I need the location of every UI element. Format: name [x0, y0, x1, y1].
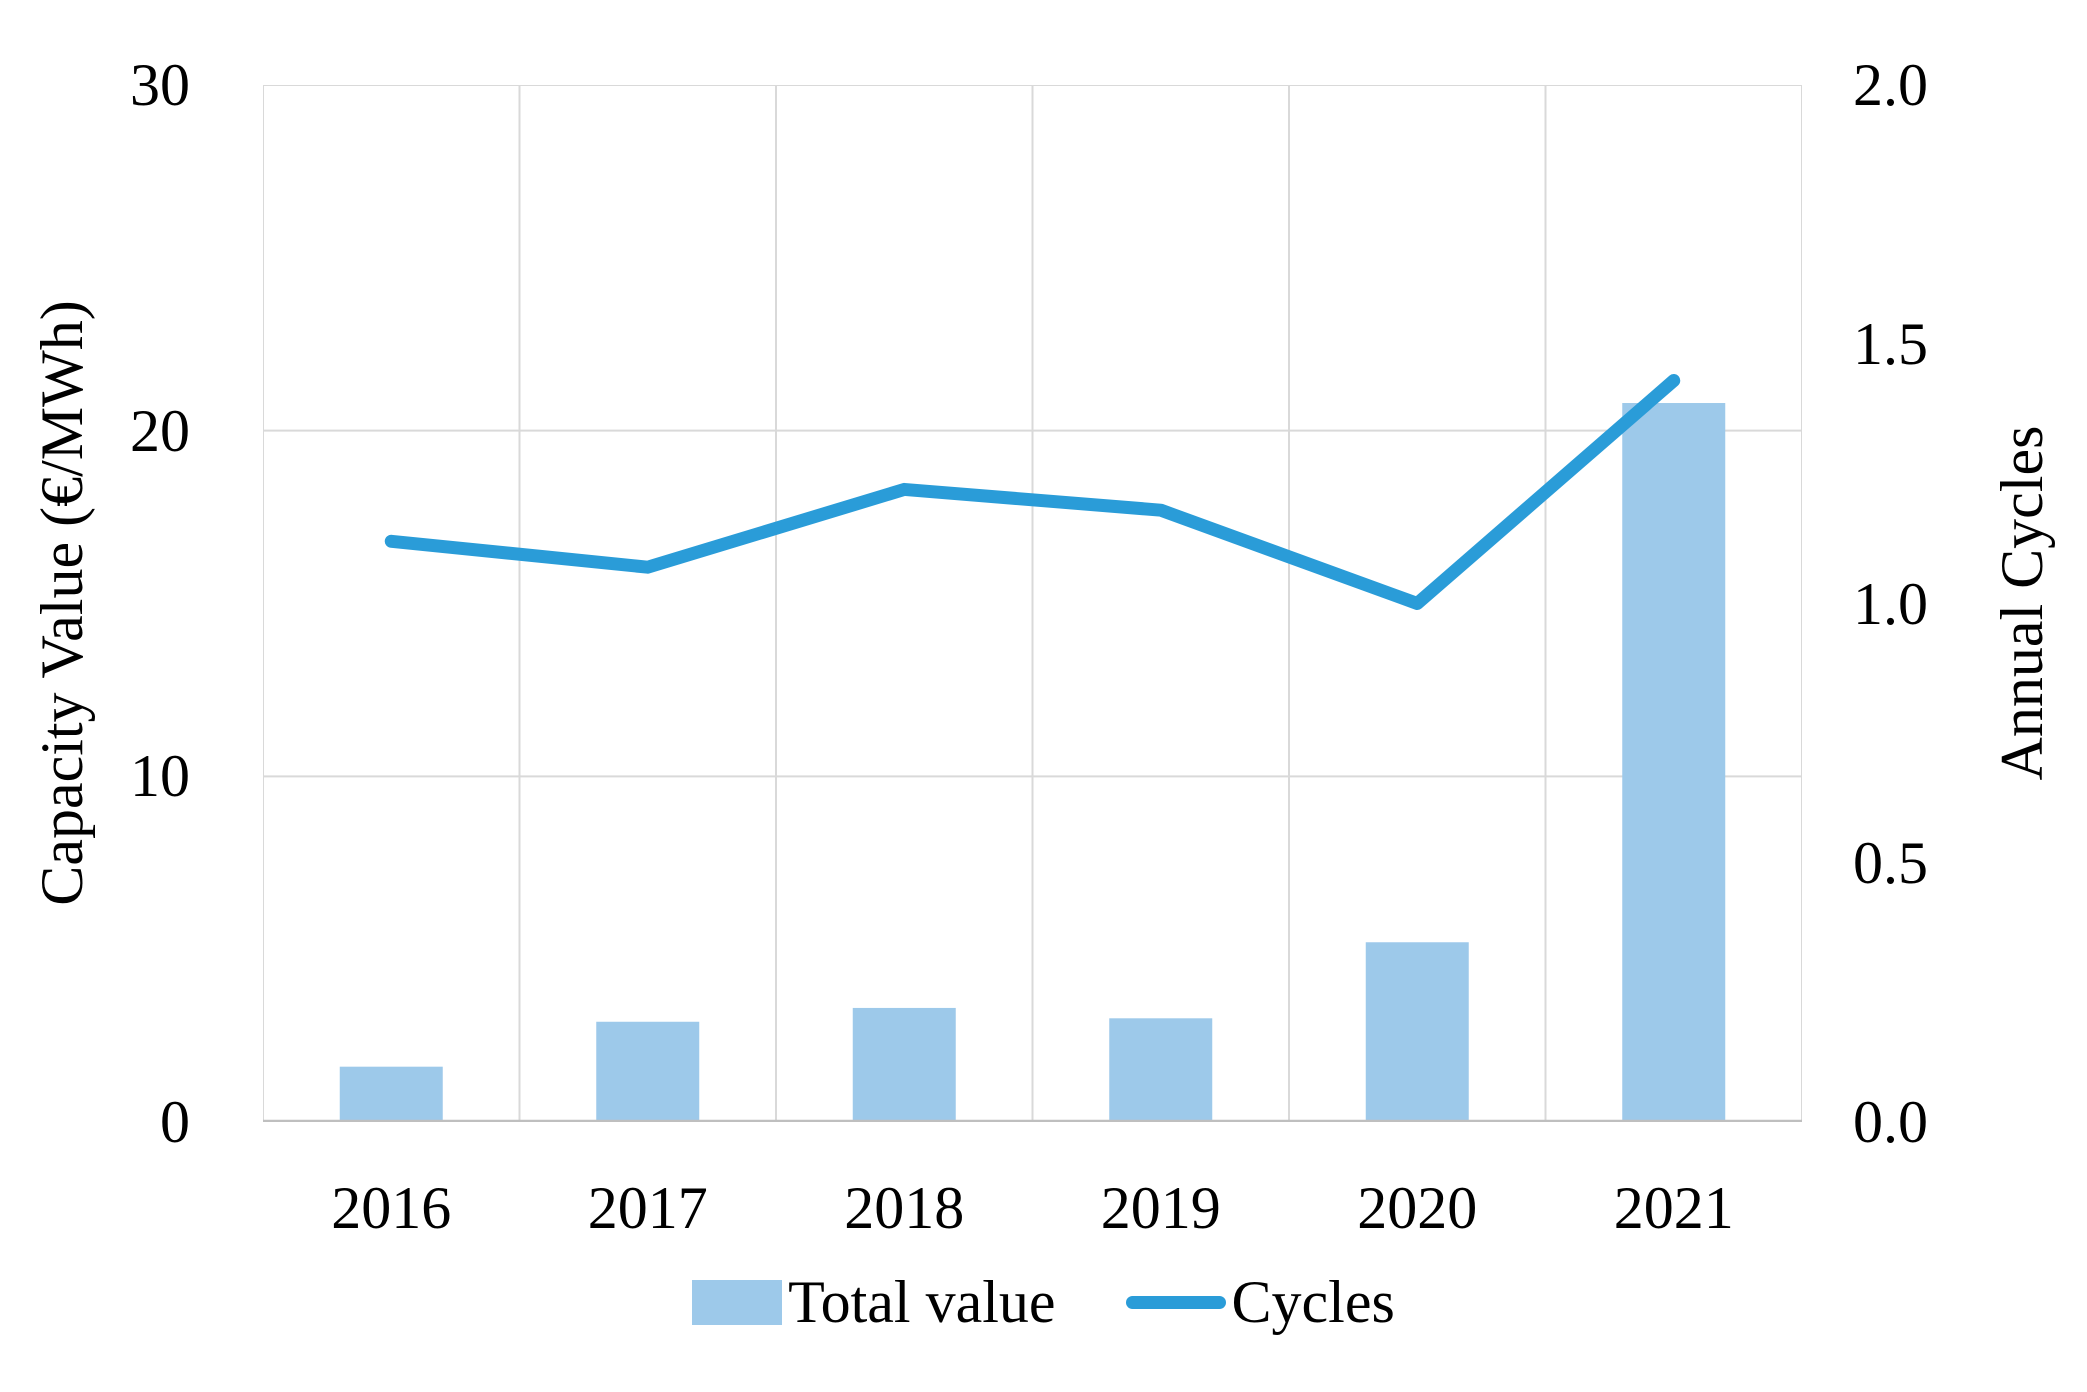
legend: Total value Cycles — [0, 1272, 2087, 1332]
left-axis-tick: 0 — [160, 1089, 190, 1155]
legend-label-cycles: Cycles — [1231, 1269, 1395, 1335]
plot-canvas — [262, 84, 1803, 1123]
left-axis-tick: 30 — [130, 52, 190, 118]
bar-2021 — [1622, 403, 1726, 1123]
total-value-swatch-icon — [692, 1279, 783, 1325]
bar-2017 — [596, 1021, 700, 1122]
bar-2018 — [852, 1007, 956, 1122]
left-axis-tick: 20 — [130, 397, 190, 464]
x-axis-label-2020: 2020 — [1357, 1175, 1478, 1241]
right-axis-tick: 1.0 — [1853, 570, 1928, 637]
bar-2016 — [339, 1066, 443, 1122]
legend-label-total-value: Total value — [788, 1269, 1056, 1335]
bar-2020 — [1365, 942, 1469, 1122]
x-axis-label-2019: 2019 — [1100, 1175, 1221, 1241]
x-axis-label-2016: 2016 — [331, 1175, 452, 1241]
x-axis-label-2021: 2021 — [1613, 1175, 1734, 1241]
left-axis-title: Capacity Value (€/MWh) — [29, 300, 95, 906]
right-axis-tick: 2.0 — [1853, 52, 1928, 118]
right-axis-tick: 0.0 — [1853, 1089, 1928, 1155]
legend-item-cycles: Cycles — [1125, 1269, 1395, 1335]
x-axis-label-2018: 2018 — [844, 1175, 965, 1241]
legend-item-total-value: Total value — [692, 1269, 1056, 1335]
left-axis-tick: 10 — [130, 743, 190, 810]
right-axis-tick: 1.5 — [1853, 311, 1928, 378]
right-axis-tick: 0.5 — [1853, 829, 1928, 896]
plot-area — [262, 84, 1803, 1123]
bar-2019 — [1109, 1018, 1213, 1122]
cycles-line-key-icon — [1125, 1295, 1226, 1309]
cycles-line — [384, 374, 1681, 610]
x-axis-label-2017: 2017 — [587, 1175, 708, 1241]
